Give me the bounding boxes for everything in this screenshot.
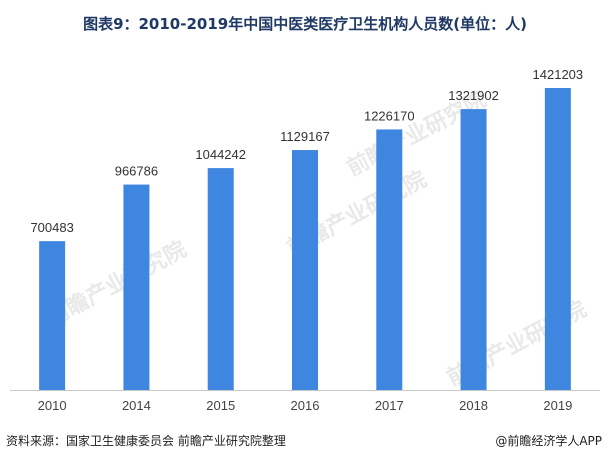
data-label-2017: 1226170 — [364, 108, 415, 123]
bar-2010 — [39, 241, 66, 390]
x-tick-2019: 2019 — [543, 398, 572, 413]
bar-2018 — [460, 109, 487, 390]
x-tick-2018: 2018 — [459, 398, 488, 413]
source-note: 资料来源：国家卫生健康委员会 前瞻产业研究院整理 — [6, 434, 286, 448]
brand-credit: @前瞻经济学人APP — [495, 434, 602, 448]
bar-2014 — [123, 184, 150, 390]
data-label-2010: 700483 — [30, 220, 73, 235]
data-label-2019: 1421203 — [533, 67, 584, 82]
x-tick-labels-group: 2010 2014 2015 2016 2017 2018 2019 — [38, 398, 573, 413]
x-tick-2015: 2015 — [206, 398, 235, 413]
bar-2016 — [292, 150, 318, 390]
x-tick-2016: 2016 — [291, 398, 320, 413]
bar-2017 — [376, 129, 403, 390]
data-label-2015: 1044242 — [195, 147, 246, 162]
data-label-2016: 1129167 — [280, 129, 330, 144]
data-labels-group: 700483 966786 1044242 1129167 1226170 1321902… — [30, 67, 583, 235]
bars-group — [39, 87, 571, 391]
x-tick-2014: 2014 — [122, 398, 151, 413]
bar-2019 — [544, 87, 571, 391]
bar-2015 — [207, 168, 234, 390]
chart-title: 图表9：2010-2019年中国中医类医疗卫生机构人员数(单位：人) — [83, 15, 527, 33]
x-tick-2010: 2010 — [38, 398, 67, 413]
data-label-2014: 966786 — [115, 164, 158, 179]
data-label-2018: 1321902 — [448, 88, 499, 103]
x-tick-2017: 2017 — [375, 398, 404, 413]
